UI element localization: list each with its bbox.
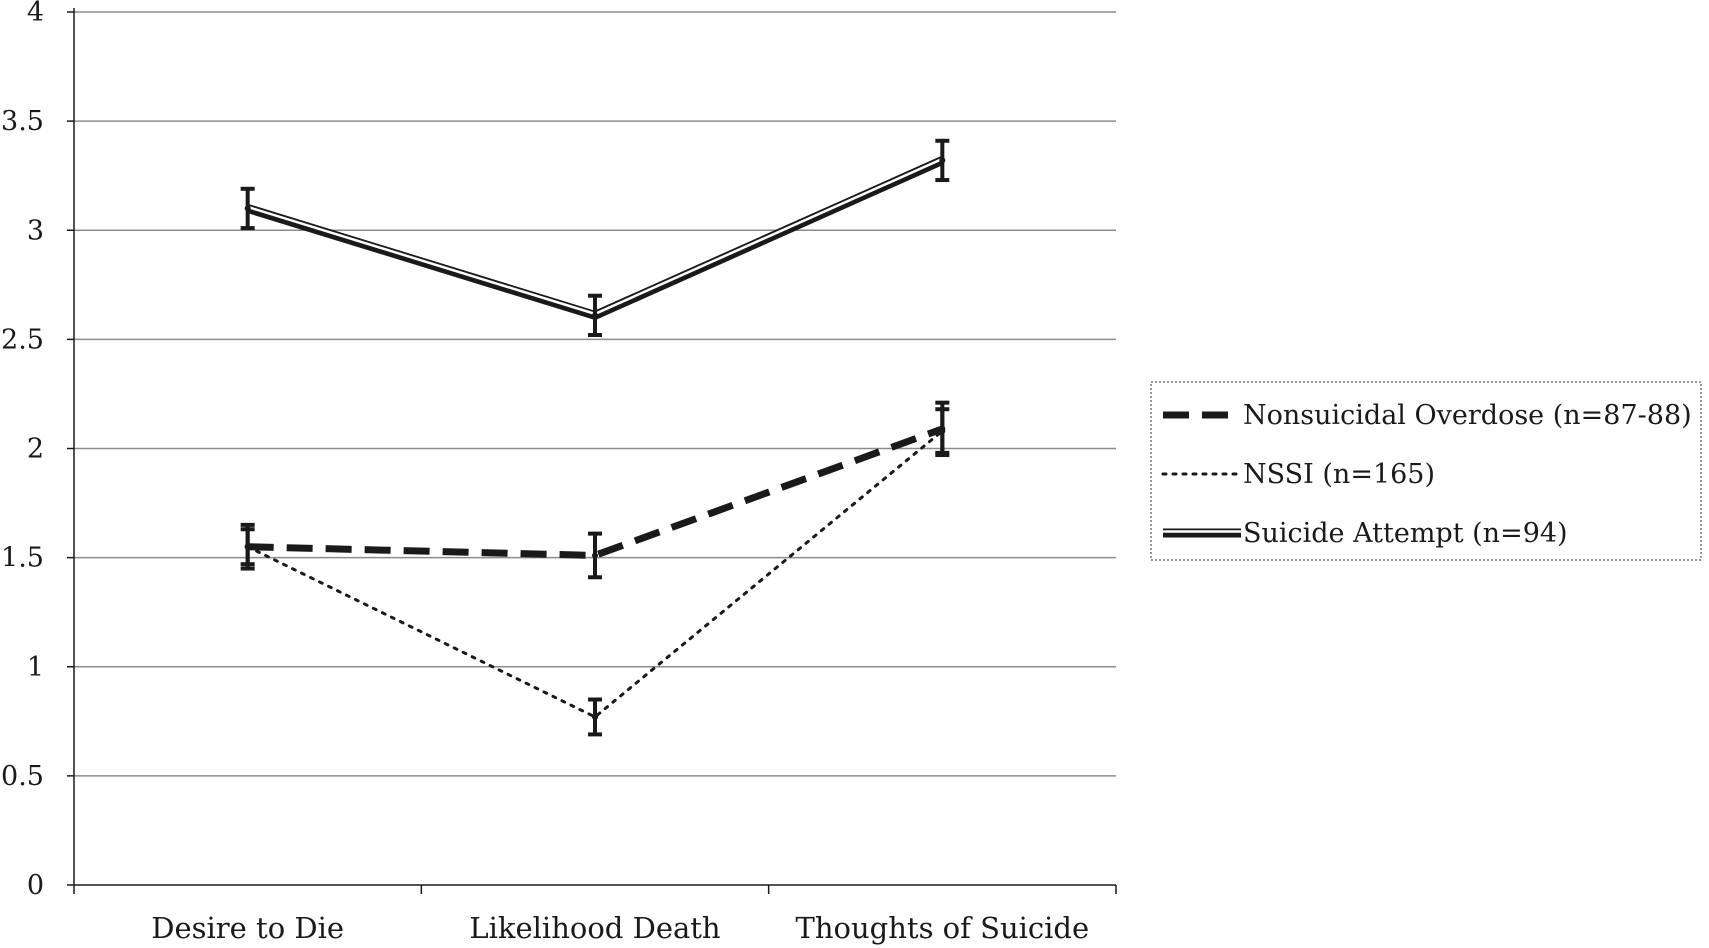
error-bar	[588, 531, 602, 580]
error-bar	[588, 697, 602, 737]
y-tick-label: 4	[27, 0, 44, 28]
y-tick-label: 0.5	[1, 761, 44, 792]
legend-label: Nonsuicidal Overdose (n=87-88)	[1243, 400, 1692, 431]
data-point	[592, 713, 598, 720]
series-3	[240, 138, 950, 338]
data-point	[592, 312, 598, 319]
error-bar	[588, 293, 602, 338]
series-group	[240, 138, 950, 737]
legend-box	[1150, 381, 1702, 561]
y-axis-ticks: 0 0.5 1 1.5 2 2.5 3 3.5 4	[1, 0, 74, 901]
x-tick-label: Thoughts of Suicide	[796, 911, 1090, 945]
y-tick-label: 2	[27, 434, 44, 465]
gridlines	[74, 11, 1116, 777]
x-tick-label: Likelihood Death	[469, 911, 720, 945]
data-point	[939, 428, 946, 435]
y-tick-label: 2.5	[1, 324, 44, 355]
error-bar	[240, 527, 255, 567]
data-point	[939, 157, 946, 164]
legend-label: Suicide Attempt (n=94)	[1243, 518, 1568, 549]
data-point	[244, 205, 251, 212]
data-point	[244, 543, 251, 550]
axes	[73, 8, 1116, 886]
error-bar	[240, 186, 255, 231]
series-1	[240, 400, 950, 580]
series-line	[246, 429, 944, 719]
legend-label: NSSI (n=165)	[1243, 459, 1435, 490]
legend-swatch	[1163, 528, 1241, 538]
y-tick-label: 3.5	[1, 106, 44, 137]
series-line	[247, 425, 944, 559]
y-tick-label: 3	[27, 215, 44, 246]
error-bar	[935, 138, 950, 183]
legend: Nonsuicidal Overdose (n=87-88) NSSI (n=16…	[1150, 381, 1702, 561]
x-axis-ticks: Desire to Die Likelihood Death Thoughts of…	[73, 885, 1117, 945]
error-bar	[935, 407, 950, 455]
data-point	[592, 552, 598, 559]
y-tick-label: 0	[27, 870, 44, 901]
x-tick-label: Desire to Die	[151, 911, 344, 945]
y-tick-label: 1	[27, 652, 44, 683]
y-tick-label: 1.5	[1, 543, 44, 574]
series-2	[240, 407, 950, 737]
